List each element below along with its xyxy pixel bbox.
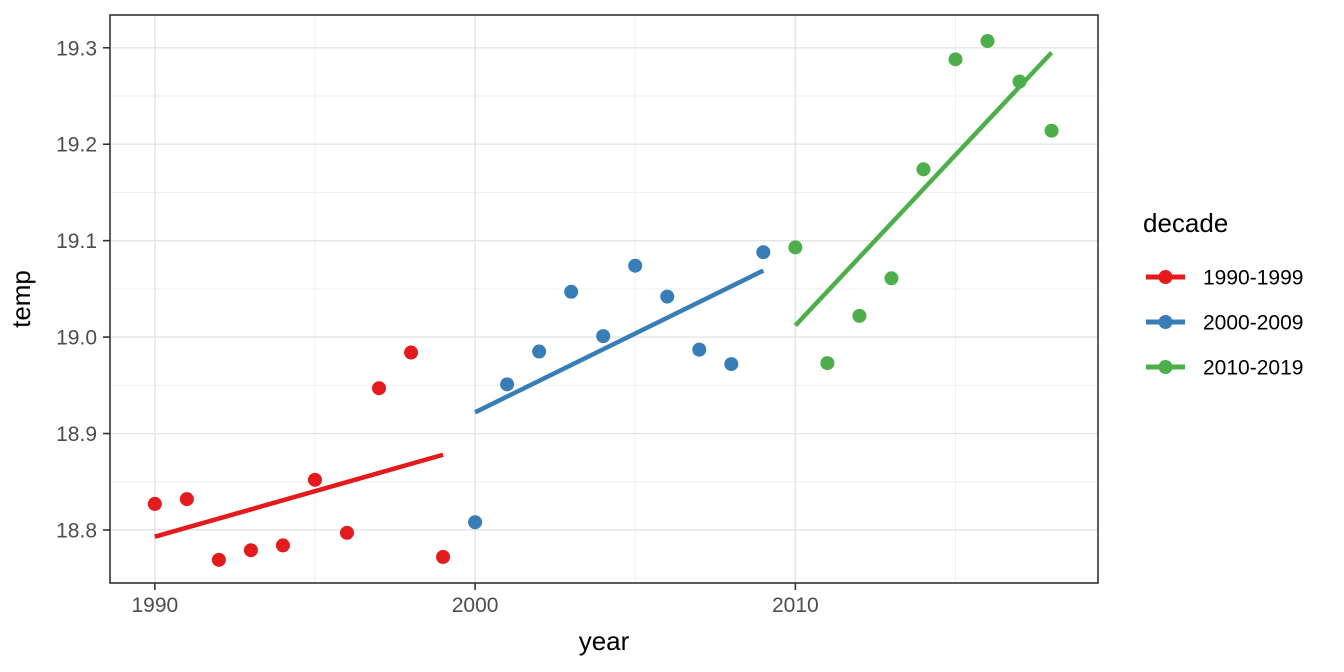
- legend-entry: 2010-2019: [1146, 357, 1303, 380]
- panel-border: [109, 14, 1099, 584]
- data-point: [916, 162, 931, 177]
- data-point: [564, 284, 579, 299]
- gridlines: [110, 15, 1098, 583]
- data-point: [724, 357, 739, 372]
- data-point: [628, 258, 643, 273]
- data-point: [980, 34, 995, 49]
- data-point: [211, 552, 226, 567]
- data-point: [1012, 74, 1027, 89]
- data-point: [788, 240, 803, 255]
- legend: decade 1990-1999 2000-2009 2010-2019: [1143, 208, 1303, 380]
- y-ticks: 18.8 18.9 19.0 19.1 19.2 19.3: [56, 37, 110, 542]
- legend-title: decade: [1143, 208, 1228, 238]
- data-point: [596, 329, 611, 344]
- y-axis: 18.8 18.9 19.0 19.1 19.2 19.3 temp: [6, 37, 110, 542]
- legend-entry: 1990-1999: [1146, 267, 1303, 290]
- y-tick-label: 18.8: [56, 519, 97, 542]
- data-point: [692, 342, 707, 357]
- data-point: [243, 543, 258, 558]
- trend-line-2010-2019: [793, 51, 1054, 328]
- x-tick-label: 2000: [452, 594, 499, 617]
- legend-entries: 1990-1999 2000-2009 2010-2019: [1146, 267, 1303, 380]
- data-point: [275, 538, 290, 553]
- data-point: [147, 496, 162, 511]
- y-tick-label: 19.0: [56, 327, 97, 350]
- data-points: [147, 34, 1059, 567]
- data-point: [436, 549, 451, 564]
- y-tick-label: 19.3: [56, 37, 97, 60]
- data-point: [179, 492, 194, 507]
- data-point: [852, 308, 867, 323]
- data-point: [756, 245, 771, 260]
- data-point: [660, 289, 675, 304]
- data-point: [884, 271, 899, 286]
- data-point: [1044, 123, 1059, 138]
- data-point: [500, 377, 515, 392]
- y-axis-title: temp: [6, 270, 36, 328]
- x-axis-title: year: [579, 626, 630, 656]
- legend-entry: 2000-2009: [1146, 312, 1303, 335]
- y-tick-label: 19.2: [56, 134, 97, 157]
- legend-key-point: [1158, 315, 1173, 329]
- y-tick-label: 19.1: [56, 230, 97, 253]
- legend-entry-label: 1990-1999: [1203, 267, 1303, 290]
- x-ticks: 1990 2000 2010: [131, 583, 819, 617]
- data-point: [820, 356, 835, 371]
- data-point: [339, 525, 354, 540]
- trend-lines: [154, 51, 1054, 539]
- x-tick-label: 1990: [131, 594, 178, 617]
- legend-entry-label: 2010-2019: [1203, 357, 1303, 380]
- data-point: [532, 344, 547, 359]
- data-point: [948, 52, 963, 67]
- legend-entry-label: 2000-2009: [1203, 312, 1303, 335]
- y-tick-label: 18.9: [56, 423, 97, 446]
- data-point: [404, 345, 419, 360]
- data-point: [372, 381, 387, 396]
- trend-line-1990-1999: [154, 452, 444, 539]
- data-point: [468, 515, 483, 530]
- trend-line-2000-2009: [474, 268, 765, 415]
- legend-key-point: [1158, 360, 1173, 374]
- x-axis: 1990 2000 2010 year: [131, 583, 819, 656]
- x-tick-label: 2010: [772, 594, 819, 617]
- data-point: [307, 472, 322, 487]
- legend-key-point: [1158, 270, 1173, 284]
